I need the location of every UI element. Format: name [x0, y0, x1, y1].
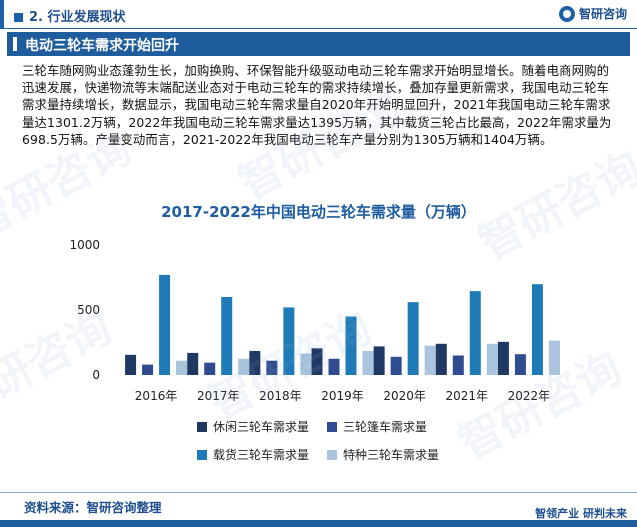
legend-label: 三轮篷车需求量	[343, 419, 427, 434]
bar	[300, 353, 312, 375]
bar	[424, 345, 436, 375]
top-bar: 2. 行业发展现状 智研咨询	[0, 0, 637, 28]
legend-swatch	[327, 450, 337, 460]
bar	[514, 354, 526, 375]
footer-divider	[0, 492, 637, 493]
y-tick-label: 1000	[69, 238, 100, 252]
bottom-bar	[0, 520, 637, 527]
bar	[345, 316, 357, 375]
section-text: 2. 行业发展现状	[29, 10, 126, 25]
bar	[531, 284, 543, 375]
section-square-icon	[14, 13, 23, 22]
bar	[176, 360, 188, 375]
bar	[548, 340, 560, 375]
bar	[187, 352, 199, 375]
top-accent	[0, 0, 4, 28]
y-tick-label: 500	[77, 303, 100, 317]
bar	[328, 358, 340, 375]
bar	[390, 356, 402, 375]
bar	[283, 307, 295, 375]
legend-label: 休闲三轮车需求量	[213, 419, 309, 434]
brand-name: 智研咨询	[578, 7, 627, 21]
x-tick-label: 2021年	[446, 389, 489, 403]
chart-title: 2017-2022年中国电动三轮车需求量（万辆）	[161, 203, 476, 221]
x-tick-label: 2022年	[508, 389, 551, 403]
bar	[373, 346, 385, 375]
brand: 智研咨询	[558, 5, 627, 22]
legend-swatch	[327, 422, 337, 432]
x-axis: 2016年 2017年 2018年 2019年 2020年 2021年 2022年	[135, 389, 550, 403]
bar	[497, 341, 509, 375]
bar	[435, 343, 447, 375]
bar	[238, 358, 250, 375]
bar	[249, 350, 261, 375]
x-tick-label: 2018年	[259, 389, 302, 403]
bar	[407, 302, 419, 375]
legend-label: 载货三轮车需求量	[213, 447, 309, 462]
section-label: 2. 行业发展现状	[14, 6, 126, 25]
top-divider	[0, 28, 637, 29]
bar	[142, 364, 154, 375]
x-tick-label: 2017年	[197, 389, 240, 403]
y-axis: 0 500 1000	[69, 238, 100, 382]
heading-text: 电动三轮车需求开始回升	[25, 38, 179, 54]
x-tick-label: 2016年	[135, 389, 178, 403]
bar	[362, 350, 374, 375]
legend-label: 特种三轮车需求量	[343, 447, 439, 462]
slogan: 智领产业 研判未来	[535, 507, 627, 520]
x-tick-label: 2020年	[383, 389, 426, 403]
bar	[469, 291, 481, 375]
bar	[204, 362, 216, 375]
bar	[221, 297, 233, 375]
bar	[486, 343, 498, 375]
y-tick-label: 0	[92, 368, 100, 382]
legend-swatch	[197, 422, 207, 432]
bar	[452, 355, 464, 375]
heading-bar-icon	[13, 37, 17, 51]
x-tick-label: 2019年	[321, 389, 364, 403]
body-paragraph: 三轮车随网购业态蓬勃生长，加购换购、环保智能升级驱动电动三轮车需求开始明显增长。…	[22, 63, 612, 147]
bar	[125, 354, 137, 375]
bar	[266, 360, 278, 375]
bar	[159, 274, 171, 375]
bar	[311, 348, 323, 375]
section-heading: 电动三轮车需求开始回升	[7, 32, 630, 56]
bars	[125, 274, 560, 375]
legend-swatch	[197, 450, 207, 460]
brand-logo-icon	[558, 5, 575, 22]
source-note: 资料来源：智研咨询整理	[24, 500, 162, 515]
